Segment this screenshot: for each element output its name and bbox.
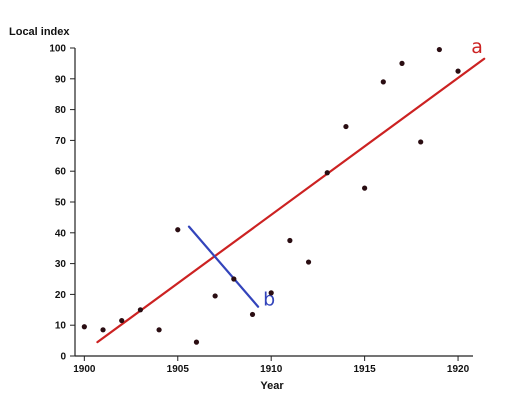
y-tick-label: 30: [55, 259, 67, 270]
data-point: [175, 227, 181, 233]
y-tick-label: 80: [55, 105, 67, 116]
y-tick-label: 0: [60, 352, 66, 363]
y-tick-label: 100: [49, 44, 66, 55]
annotation-line-b: [187, 225, 260, 308]
x-tick-label: 1900: [73, 364, 96, 375]
data-point: [137, 307, 143, 313]
x-tick-label: 1905: [167, 364, 190, 375]
y-axis-label: Local index: [9, 26, 70, 38]
y-tick-label: 90: [55, 74, 67, 85]
x-tick-label: 1910: [260, 364, 283, 375]
data-point: [455, 68, 461, 74]
y-tick-label: 50: [55, 198, 67, 209]
annotation-lines: ab: [96, 36, 486, 344]
y-tick-label: 10: [55, 321, 67, 332]
x-tick-label: 1915: [353, 364, 376, 375]
data-point: [362, 185, 368, 191]
data-point: [399, 60, 405, 66]
data-point: [380, 79, 386, 85]
data-point: [100, 327, 106, 333]
annotation-label-a: a: [471, 36, 483, 58]
data-points: [81, 46, 461, 345]
data-point: [193, 339, 200, 345]
data-point: [249, 311, 256, 318]
data-point: [287, 237, 293, 244]
data-point: [156, 327, 162, 333]
data-point: [268, 290, 274, 296]
data-point: [119, 317, 125, 324]
x-axis-label: Year: [260, 380, 284, 392]
data-point: [436, 46, 442, 53]
data-point: [343, 123, 349, 130]
data-point: [231, 276, 237, 282]
y-tick-label: 20: [55, 290, 67, 301]
y-tick-label: 60: [55, 167, 67, 178]
data-point: [81, 324, 87, 330]
y-ticks: 0 10 20 30 40 50 60 70 80 90 100: [49, 44, 75, 363]
data-point: [418, 139, 424, 145]
x-ticks: 1900 1905 1910 1915 1920: [73, 356, 470, 375]
y-tick-label: 70: [55, 136, 67, 147]
data-point: [212, 293, 218, 299]
y-tick-label: 40: [55, 228, 67, 239]
data-point: [305, 259, 312, 265]
data-point: [324, 170, 330, 176]
annotation-line-a: [96, 57, 486, 344]
x-tick-label: 1920: [447, 364, 470, 375]
